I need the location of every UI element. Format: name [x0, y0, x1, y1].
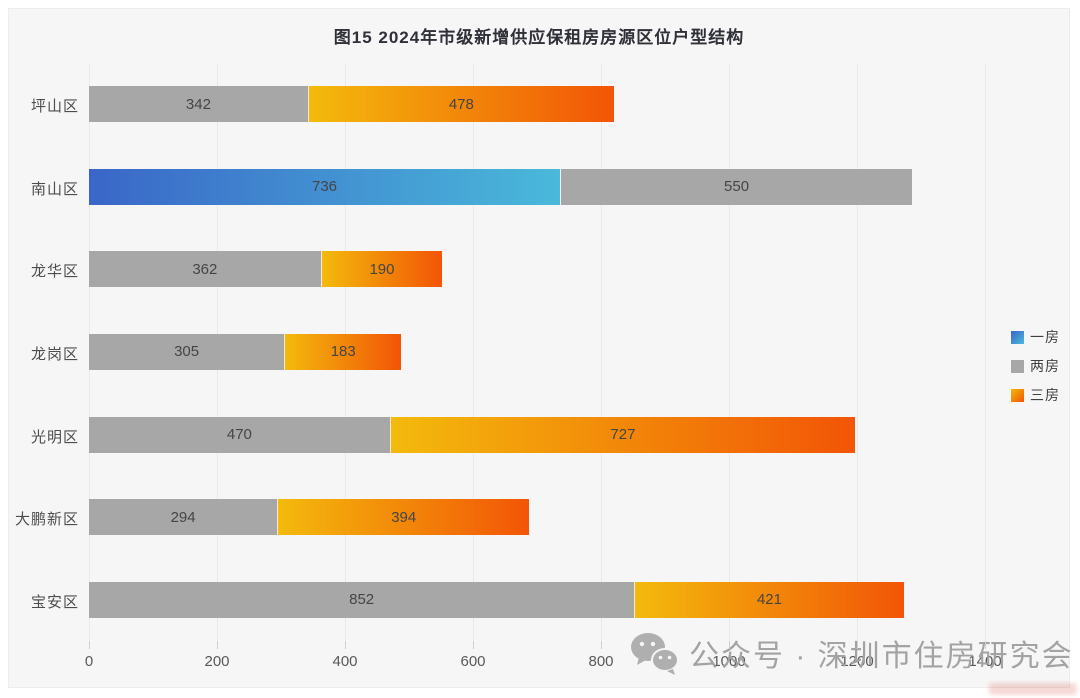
bar-segment: 478: [307, 86, 614, 123]
x-tick-label: 200: [204, 653, 230, 670]
x-tick-label: 1000: [712, 653, 746, 670]
x-tick-label: 400: [332, 653, 358, 670]
bar-value-label: 394: [391, 508, 417, 526]
bar-row: 305 183: [89, 311, 985, 394]
gridline: [729, 63, 730, 641]
y-axis-label: 宝安区: [30, 593, 79, 611]
bar-segment: 342: [89, 86, 308, 123]
legend-item: 两房: [1011, 356, 1060, 376]
gridline: [985, 63, 986, 641]
gridline: [473, 63, 474, 641]
legend-swatch: [1011, 330, 1024, 344]
legend: 一房 两房 三房: [1011, 327, 1060, 405]
bar-row: 470 727: [89, 393, 985, 476]
chart-card: 图15 2024年市级新增供应保租房房源区位户型结构 342 478 736 550 3…: [8, 8, 1077, 695]
bar-row: 362 190: [89, 228, 985, 311]
bar-value-label: 183: [330, 343, 356, 361]
y-axis-label: 光明区: [30, 428, 79, 446]
x-tick-label: 1400: [968, 653, 1002, 670]
bar-value-label: 294: [170, 508, 196, 526]
bar-row: 294 394: [89, 476, 985, 559]
legend-item: 三房: [1011, 385, 1060, 405]
x-tick-label: 600: [460, 653, 486, 670]
bar-track: 736 550: [89, 168, 985, 205]
bar-segment: 294: [89, 499, 278, 536]
x-tick-mark: [729, 641, 730, 649]
bar-segment: 190: [320, 251, 443, 288]
bar-segment: 421: [634, 581, 904, 618]
x-tick-label: 800: [588, 653, 614, 670]
legend-label: 三房: [1030, 387, 1060, 403]
bar-value-label: 736: [312, 178, 338, 196]
legend-label: 一房: [1030, 329, 1060, 345]
bar-segment: 852: [89, 581, 635, 618]
bar-value-label: 727: [610, 426, 636, 444]
bar-value-label: 421: [756, 591, 782, 609]
bar-track: 362 190: [89, 251, 985, 288]
x-tick-mark: [601, 641, 602, 649]
y-axis-label: 大鹏新区: [14, 511, 79, 529]
bar-track: 305 183: [89, 333, 985, 370]
x-tick-mark: [345, 641, 346, 649]
legend-item: 一房: [1011, 327, 1060, 347]
y-axis-label: 龙岗区: [30, 346, 79, 363]
bar-track: 342 478: [89, 86, 985, 123]
legend-swatch: [1011, 359, 1024, 373]
x-tick-label: 0: [84, 653, 94, 670]
bar-value-label: 550: [724, 178, 750, 196]
bar-track: 852 421: [89, 581, 985, 618]
x-tick-mark: [89, 641, 90, 649]
bar-value-label: 478: [448, 95, 474, 113]
bar-segment: 362: [89, 251, 321, 288]
bar-value-label: 342: [185, 95, 211, 113]
bar-segment: 550: [560, 168, 913, 205]
legend-label: 两房: [1030, 358, 1060, 374]
bar-segment: 727: [389, 416, 856, 453]
bar-segment: 470: [89, 416, 390, 453]
chart-title: 图15 2024年市级新增供应保租房房源区位户型结构: [333, 28, 745, 47]
gridline: [601, 63, 602, 641]
bar-value-label: 190: [369, 260, 395, 278]
bar-segment: 305: [89, 333, 285, 370]
bar-track: 294 394: [89, 499, 985, 536]
bar-segment: 736: [89, 168, 561, 205]
bar-row: 342 478: [89, 63, 985, 146]
plot-area: 342 478 736 550 362 190 305 183 470 727 294 394 852 4…: [89, 63, 986, 641]
x-tick-mark: [857, 641, 858, 649]
y-axis-label: 南山区: [30, 180, 79, 198]
corner-watermark-smudge: [989, 683, 1077, 695]
y-axis-label: 坪山区: [30, 98, 79, 116]
bar-value-label: 305: [174, 343, 200, 361]
bar-row: 736 550: [89, 146, 985, 229]
y-axis-label: 龙华区: [30, 263, 79, 281]
gridline: [857, 63, 858, 641]
x-tick-mark: [217, 641, 218, 649]
bar-value-label: 852: [349, 591, 375, 609]
x-tick-label: 1200: [840, 653, 874, 670]
legend-swatch: [1011, 388, 1024, 402]
bar-segment: 394: [277, 499, 530, 536]
bar-segment: 183: [284, 333, 402, 370]
bar-row: 852 421: [89, 558, 985, 641]
x-tick-mark: [473, 641, 474, 649]
bar-value-label: 470: [226, 426, 252, 444]
x-tick-mark: [985, 641, 986, 649]
bar-track: 470 727: [89, 416, 985, 453]
bar-value-label: 362: [192, 260, 218, 278]
